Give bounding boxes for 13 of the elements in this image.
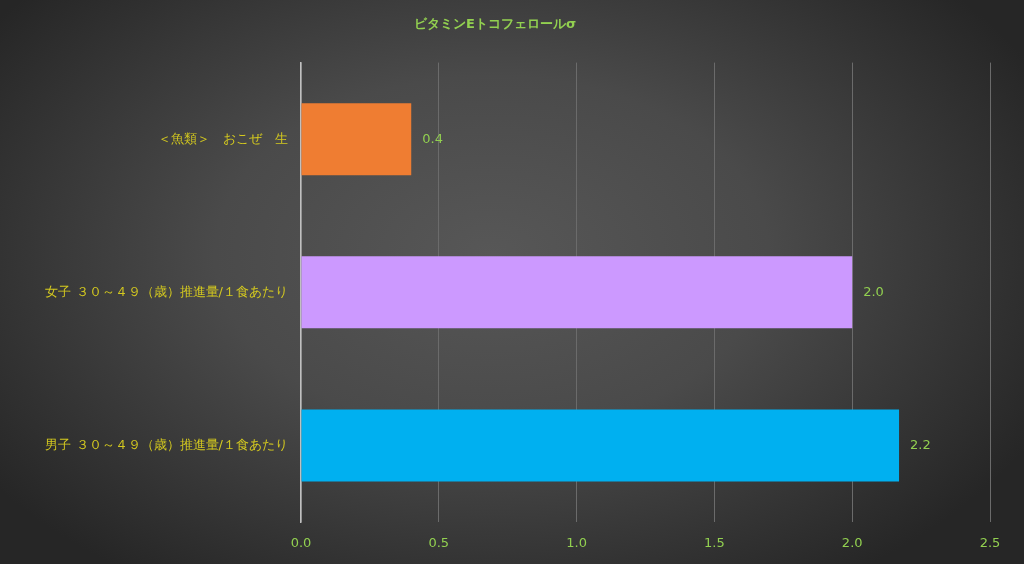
y-tick-label: ＜魚類＞ おこぜ 生 bbox=[158, 130, 288, 146]
chart-title: ビタミンEトコフェロールσ bbox=[413, 16, 577, 32]
y-tick-label: 男子 ３０～４９（歳）推進量/１食あたり bbox=[45, 436, 288, 452]
x-tick-label: 2.0 bbox=[841, 535, 863, 551]
x-tick-label: 2.5 bbox=[979, 535, 1001, 551]
x-tick-label: 1.5 bbox=[704, 535, 725, 551]
data-label: 2.0 bbox=[863, 283, 884, 299]
x-tick-label: 0.0 bbox=[290, 535, 312, 551]
data-label: 0.4 bbox=[422, 130, 443, 146]
data-label: 2.2 bbox=[910, 436, 931, 452]
x-tick-label: 0.5 bbox=[428, 535, 450, 551]
x-tick-label: 1.0 bbox=[566, 535, 587, 551]
y-tick-label: 女子 ３０～４９（歳）推進量/１食あたり bbox=[45, 283, 288, 299]
